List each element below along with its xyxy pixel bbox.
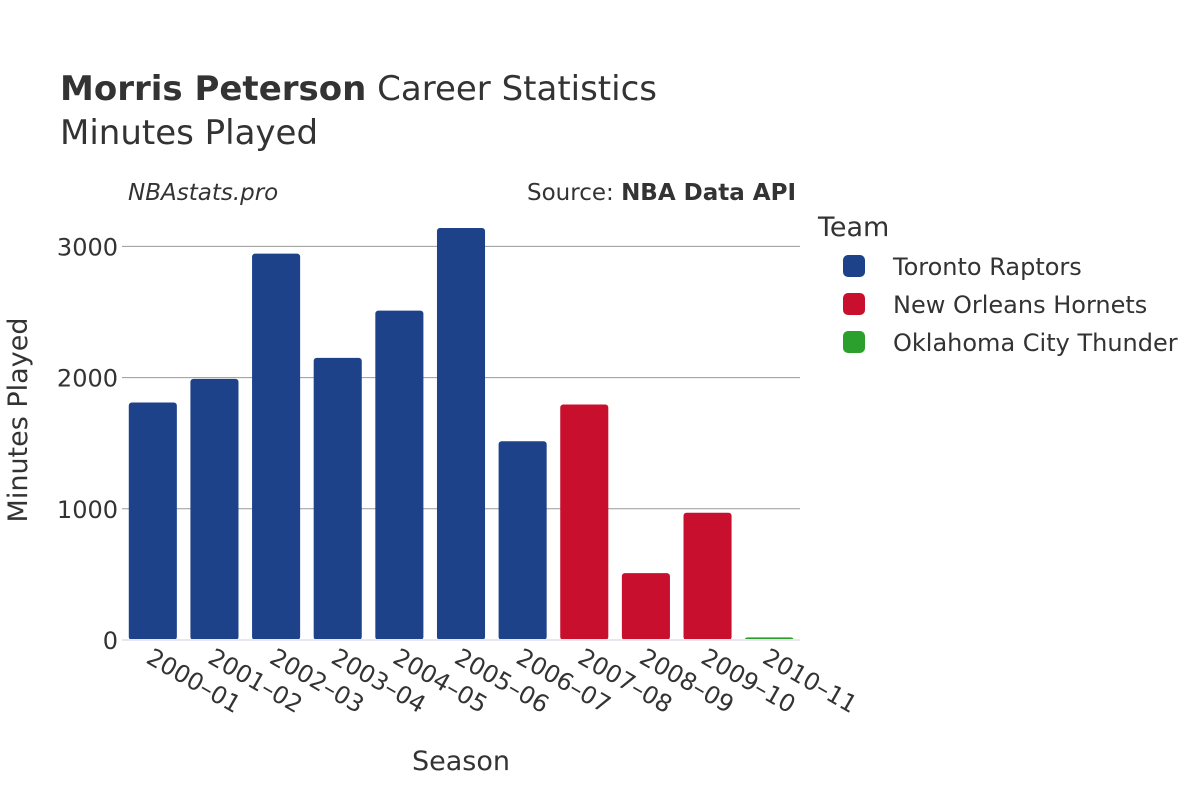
x-axis-title: Season	[412, 746, 510, 777]
source-credit: Source: NBA Data API	[527, 180, 796, 206]
y-tick-label: 3000	[57, 233, 118, 261]
site-credit: NBAstats.pro	[128, 180, 278, 206]
bar-2001–02	[190, 378, 239, 640]
source-name: NBA Data API	[621, 180, 796, 206]
legend-item-label: Oklahoma City Thunder	[893, 329, 1178, 357]
bar-2009–10	[683, 512, 732, 640]
legend-title: Team	[817, 212, 889, 243]
y-axis-title: Minutes Played	[3, 318, 34, 523]
legend-item-label: New Orleans Hornets	[893, 291, 1147, 319]
legend-item-label: Toronto Raptors	[892, 253, 1082, 281]
legend: Team Toronto Raptors New Orleans Hornets O…	[817, 212, 1178, 357]
bar-2003–04	[313, 357, 362, 640]
bar-2008–09	[621, 573, 670, 640]
bar-2007–08	[560, 404, 609, 640]
bar-2000–01	[128, 402, 177, 640]
y-tick-label: 1000	[57, 496, 118, 524]
legend-swatch	[843, 293, 865, 315]
chart-title-rest: Career Statistics	[366, 69, 657, 109]
legend-swatch	[843, 331, 865, 353]
bar-2004–05	[375, 310, 424, 640]
bar-2002–03	[252, 253, 301, 640]
legend-swatch	[843, 255, 865, 277]
chart-title-player: Morris Peterson	[60, 69, 366, 109]
chart-title: Morris Peterson Career Statistics	[60, 69, 657, 109]
bar-2006–07	[498, 441, 547, 640]
bars	[128, 227, 794, 640]
y-axis-ticks: 0 1000 2000 3000	[57, 233, 118, 655]
bar-2005–06	[436, 227, 486, 640]
chart-subtitle: Minutes Played	[60, 113, 318, 153]
y-tick-label: 2000	[57, 365, 118, 393]
y-tick-label: 0	[103, 627, 118, 655]
source-prefix: Source:	[527, 180, 621, 206]
x-axis-ticks: 2000–012001–022002–032003–042004–052005–…	[142, 643, 862, 719]
